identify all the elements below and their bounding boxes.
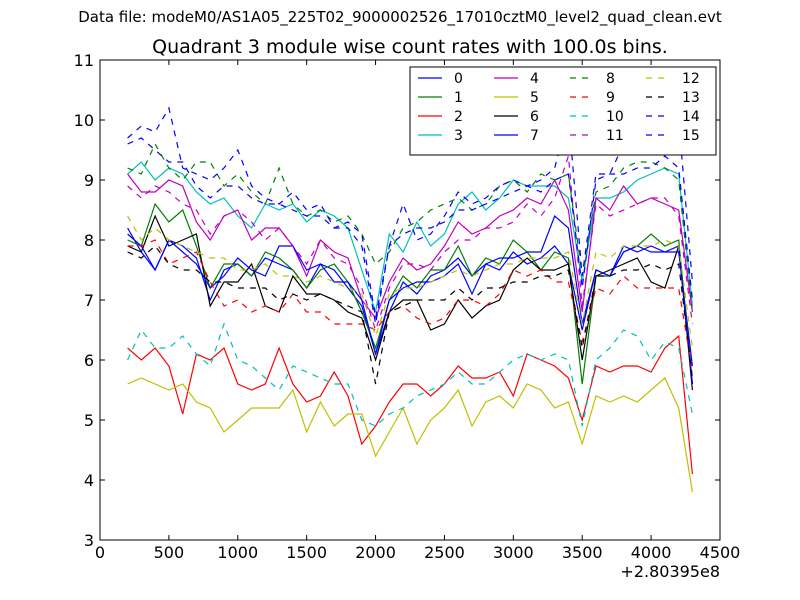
x-tick-label: 500 <box>154 543 185 562</box>
series-7-line <box>127 214 693 385</box>
x-tick-label: 4500 <box>700 543 741 562</box>
series-13-line <box>127 245 693 385</box>
x-tick-label: 1500 <box>286 543 327 562</box>
series-3-line <box>127 161 693 313</box>
legend-label-15: 15 <box>682 128 700 144</box>
legend-label-2: 2 <box>454 109 463 125</box>
series-5-line <box>127 377 693 493</box>
y-tick-label: 7 <box>84 291 94 310</box>
x-tick-label: 1000 <box>217 543 258 562</box>
y-tick-label: 10 <box>74 111 94 130</box>
x-tick-label: 2000 <box>355 543 396 562</box>
legend-label-1: 1 <box>454 90 463 106</box>
x-tick-label: 4000 <box>631 543 672 562</box>
series-10-line <box>127 322 693 427</box>
series-12-line <box>127 215 693 349</box>
x-tick-label: 3000 <box>493 543 534 562</box>
y-tick-label: 5 <box>84 411 94 430</box>
x-tick-label: 2500 <box>424 543 465 562</box>
legend-label-14: 14 <box>682 109 700 125</box>
chart-title: Quadrant 3 module wise count rates with … <box>152 36 668 58</box>
legend-label-10: 10 <box>606 109 624 125</box>
series-15-line <box>127 137 693 325</box>
series-14-line <box>127 106 693 319</box>
legend-label-13: 13 <box>682 90 700 106</box>
y-tick-label: 4 <box>84 471 94 490</box>
legend-label-5: 5 <box>530 90 539 106</box>
series-lines <box>127 106 693 493</box>
series-11-line <box>127 155 693 332</box>
legend-label-11: 11 <box>606 128 624 144</box>
legend-label-7: 7 <box>530 128 539 144</box>
series-0-line <box>127 227 693 367</box>
y-tick-label: 8 <box>84 231 94 250</box>
legend-label-3: 3 <box>454 128 463 144</box>
x-tick-label: 3500 <box>562 543 603 562</box>
legend-label-8: 8 <box>606 71 615 87</box>
x-tick-label: 0 <box>95 543 105 562</box>
legend-label-6: 6 <box>530 109 539 125</box>
legend-label-9: 9 <box>606 90 615 106</box>
series-6-line <box>127 214 693 391</box>
x-offset-label: +2.80395e8 <box>620 562 720 581</box>
legend-label-4: 4 <box>530 71 539 87</box>
y-tick-label: 3 <box>84 531 94 550</box>
axis-ticks: 0 500 1000 1500 2000 2500 3000 3500 4000 4500 3 4 5 6… <box>74 51 741 562</box>
y-tick-label: 11 <box>74 51 94 70</box>
series-9-line <box>127 239 693 373</box>
series-8-line <box>127 142 693 313</box>
legend-label-0: 0 <box>454 71 463 87</box>
chart-suptitle: Data file: modeM0/AS1A05_225T02_90000025… <box>78 8 722 26</box>
legend-label-12: 12 <box>682 71 700 87</box>
legend-box <box>409 66 717 156</box>
y-tick-label: 9 <box>84 171 94 190</box>
y-tick-label: 6 <box>84 351 94 370</box>
series-2-line <box>127 334 693 475</box>
